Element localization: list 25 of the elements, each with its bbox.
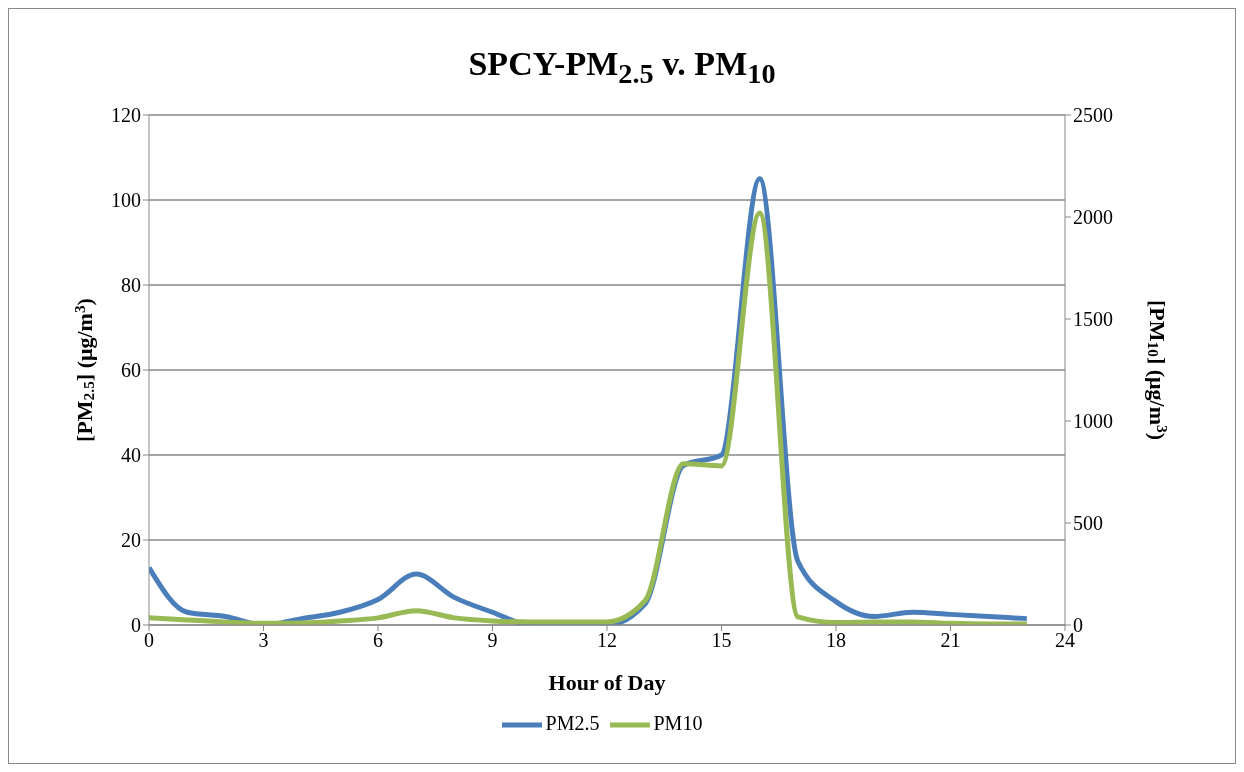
y2-tick-label: 2000 <box>1073 206 1113 229</box>
x-tick-label: 24 <box>1055 629 1075 652</box>
y-tick-label: 100 <box>111 189 141 212</box>
x-tick-label: 9 <box>487 629 498 652</box>
y2-tick-label: 2500 <box>1073 104 1113 127</box>
x-tick-label: 15 <box>711 629 732 652</box>
x-axis-title: Hour of Day <box>548 670 666 696</box>
x-tick-label: 6 <box>373 629 383 652</box>
x-tick-label: 18 <box>826 629 846 652</box>
y-tick-label: 120 <box>111 104 141 127</box>
y-tick-label: 20 <box>121 529 141 552</box>
legend-label: PM2.5 <box>545 711 600 734</box>
chart-title: SPCY-PM$_{2.5}$ v. PM$_{10}$ <box>467 45 777 91</box>
x-tick-label: 12 <box>597 629 617 652</box>
y-tick-label: 60 <box>121 359 141 382</box>
y-tick-label: 80 <box>121 274 141 297</box>
y2-tick-label: 500 <box>1073 512 1103 535</box>
x-tick-label: 3 <box>258 629 269 652</box>
y2-tick-label: 0 <box>1073 614 1083 637</box>
y-tick-label: 40 <box>121 444 141 467</box>
y-tick-label: 0 <box>131 614 141 637</box>
x-tick-label: 21 <box>940 629 961 652</box>
y2-tick-label: 1500 <box>1073 308 1113 331</box>
y2-tick-label: 1000 <box>1073 410 1113 433</box>
legend-label: PM10 <box>653 711 703 734</box>
